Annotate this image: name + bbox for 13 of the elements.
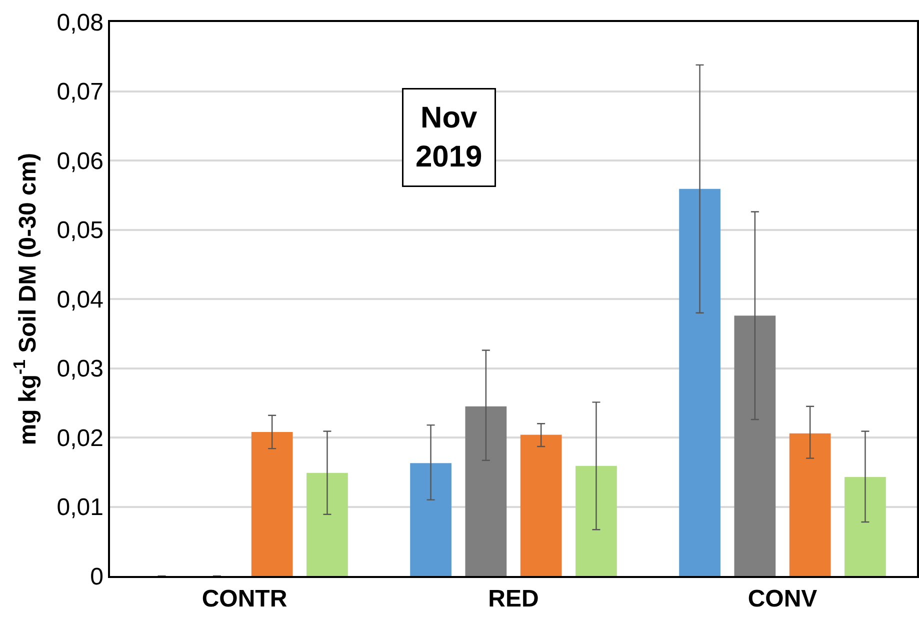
y-tick-label: 0,05 bbox=[56, 217, 104, 244]
y-tick-label: 0,08 bbox=[56, 9, 104, 36]
y-tick-label: 0,04 bbox=[56, 286, 104, 314]
y-tick-label: 0,07 bbox=[56, 78, 104, 106]
y-tick-label: 0,02 bbox=[56, 424, 104, 452]
y-tick-label: 0,01 bbox=[56, 494, 104, 522]
x-tick-label: RED bbox=[488, 586, 539, 613]
x-tick-label: CONV bbox=[748, 586, 818, 613]
annotation: Nov 2019 bbox=[416, 102, 482, 174]
y-tick-label: 0 bbox=[90, 563, 104, 590]
y-tick-label: 0,06 bbox=[56, 148, 104, 175]
y-tick-label: 0,03 bbox=[56, 356, 104, 383]
x-tick-label: CONTR bbox=[202, 586, 288, 613]
